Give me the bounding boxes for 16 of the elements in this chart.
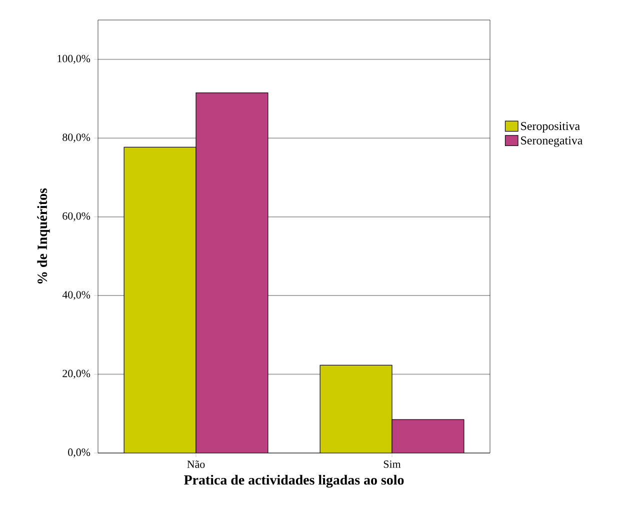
y-tick-label: 80,0% xyxy=(62,134,90,143)
y-tick-label: 40,0% xyxy=(62,291,90,300)
x-axis-title: Pratica de actividades ligadas ao solo xyxy=(184,474,404,488)
bar xyxy=(124,146,196,453)
legend-label: Seropositiva xyxy=(521,122,580,132)
x-tick-label: Sim xyxy=(384,460,401,468)
bar xyxy=(320,364,392,453)
x-tick-label: Não xyxy=(187,460,205,468)
y-tick-label: 60,0% xyxy=(62,212,90,222)
y-axis-title: % de Inquéritos xyxy=(37,188,50,284)
bar xyxy=(196,92,268,453)
y-tick-label: 0,0% xyxy=(68,448,90,458)
y-tick-label: 20,0% xyxy=(62,370,90,379)
bar xyxy=(392,419,464,453)
legend-label: Seronegativa xyxy=(521,136,583,147)
y-tick-label: 100,0% xyxy=(58,54,90,64)
